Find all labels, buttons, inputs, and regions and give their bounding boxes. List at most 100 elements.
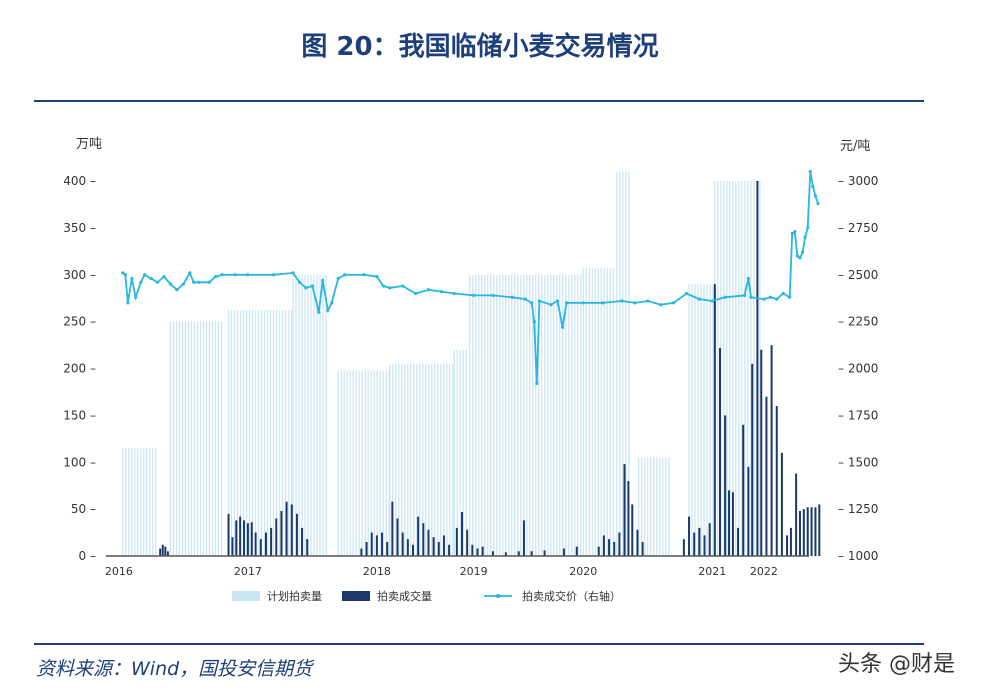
traded-bar — [682, 539, 685, 556]
traded-bar — [631, 504, 634, 556]
price-point — [181, 282, 185, 286]
price-point — [537, 299, 542, 303]
traded-bar — [442, 535, 445, 556]
traded-bar — [455, 527, 458, 556]
price-point — [304, 286, 308, 290]
traded-bar — [295, 513, 298, 556]
traded-bar — [641, 541, 644, 556]
traded-bar — [770, 345, 773, 556]
price-point — [321, 278, 325, 282]
legend-label-price: 拍卖成交价（右轴） — [522, 589, 621, 603]
traded-bar — [396, 518, 399, 556]
traded-bar — [161, 544, 164, 556]
price-point — [149, 276, 153, 281]
traded-bar — [742, 424, 745, 556]
traded-bar — [166, 551, 169, 556]
price-point — [343, 273, 347, 277]
traded-bar — [239, 516, 242, 556]
traded-bar — [623, 464, 626, 556]
price-point — [175, 288, 179, 292]
x-tick-label: 2020 — [569, 565, 597, 578]
price-point — [746, 276, 750, 281]
price-point — [523, 297, 527, 301]
price-point — [561, 325, 565, 329]
traded-bar — [775, 406, 778, 556]
right-tick-label: – 1750 — [838, 408, 878, 422]
price-point — [126, 301, 130, 305]
traded-bar — [254, 532, 257, 556]
traded-bar — [246, 523, 249, 556]
price-point — [297, 280, 302, 284]
traded-bar — [270, 527, 273, 556]
price-point — [375, 275, 379, 279]
price-point — [806, 226, 810, 230]
traded-bar — [461, 511, 464, 556]
traded-bar — [365, 541, 368, 556]
price-line — [122, 171, 819, 384]
traded-bar — [608, 539, 611, 556]
left-tick-label: 250 – — [64, 315, 96, 329]
traded-bar — [698, 527, 701, 556]
legend-swatch-traded — [342, 591, 370, 601]
price-point — [291, 271, 295, 275]
price-point — [272, 273, 276, 277]
price-point — [401, 284, 405, 288]
price-point — [781, 291, 785, 296]
page-title: 图 20：我国临储小麦交易情况 — [301, 32, 659, 62]
left-tick-label: 150 – — [64, 408, 96, 422]
traded-bar — [780, 452, 783, 556]
price-point — [790, 231, 794, 236]
traded-bar — [731, 492, 734, 556]
price-point — [742, 293, 747, 297]
traded-bar — [491, 551, 494, 556]
left-tick-label: 50 – — [71, 502, 96, 516]
price-point — [581, 301, 585, 305]
price-point — [803, 235, 807, 239]
traded-bar — [417, 516, 420, 556]
traded-bar — [562, 548, 565, 556]
price-point — [710, 299, 714, 303]
traded-bar — [627, 481, 630, 556]
traded-bar — [802, 509, 805, 556]
traded-bar — [422, 523, 425, 556]
price-point — [601, 301, 605, 305]
traded-bar — [504, 552, 507, 556]
price-point — [620, 299, 624, 303]
price-point — [697, 297, 701, 301]
source-divider — [34, 643, 924, 645]
traded-bar — [370, 532, 373, 556]
right-tick-label: – 3000 — [838, 174, 878, 188]
traded-bar — [760, 349, 763, 556]
price-point — [808, 170, 812, 174]
left-tick-label: 200 – — [64, 362, 96, 376]
traded-bar — [231, 537, 234, 556]
traded-bar — [164, 546, 167, 556]
price-point — [684, 291, 689, 296]
price-point — [798, 256, 802, 260]
price-point — [535, 381, 539, 386]
traded-bar — [471, 544, 474, 556]
price-point — [381, 284, 385, 288]
legend-swatch-price-marker — [496, 594, 500, 598]
price-point — [811, 185, 815, 189]
x-tick-label: 2016 — [105, 565, 133, 578]
x-tick-label: 2021 — [698, 565, 726, 578]
price-point — [813, 194, 818, 198]
traded-bar — [818, 504, 821, 556]
price-point — [317, 310, 321, 314]
price-point — [671, 301, 676, 305]
traded-bar — [290, 504, 293, 556]
x-tick-label: 2018 — [363, 565, 391, 578]
price-point — [659, 303, 663, 307]
price-point — [549, 303, 553, 307]
x-tick-label: 2017 — [234, 565, 262, 578]
right-tick-label: – 2250 — [838, 315, 878, 329]
price-point — [207, 280, 211, 284]
traded-bar — [306, 539, 309, 556]
price-point — [472, 293, 476, 297]
price-point — [123, 273, 127, 277]
legend-swatch-planned — [232, 591, 260, 601]
traded-bar — [703, 535, 706, 556]
traded-bar — [795, 473, 798, 556]
traded-bar — [708, 523, 711, 556]
